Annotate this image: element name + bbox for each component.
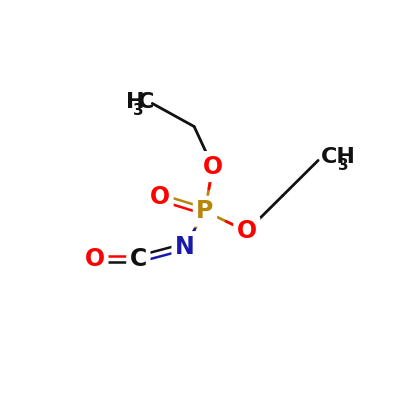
Text: N: N [175,235,195,259]
Text: C: C [130,247,147,271]
Text: CH: CH [321,147,356,167]
Text: 3: 3 [338,158,349,174]
Text: 3: 3 [133,103,143,118]
Text: O: O [150,185,170,209]
Text: P: P [196,199,214,223]
Text: H: H [126,92,144,112]
Text: O: O [203,154,223,178]
Text: O: O [85,247,105,271]
Text: C: C [138,92,154,112]
Text: O: O [237,219,257,243]
